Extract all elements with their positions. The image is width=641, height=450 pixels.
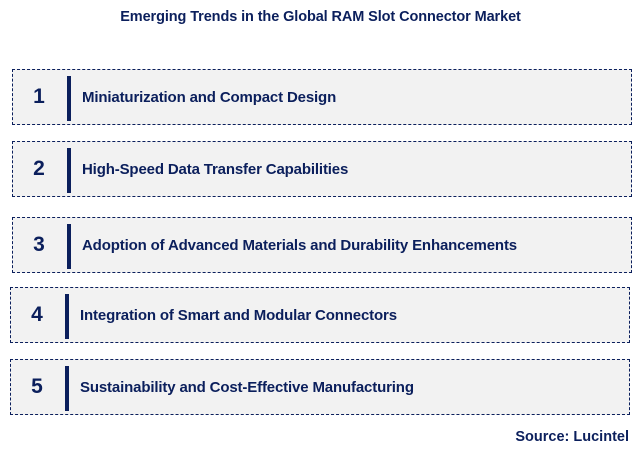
trend-divider-bar <box>65 366 69 411</box>
trend-number: 4 <box>31 303 43 326</box>
trend-divider-bar <box>65 294 69 339</box>
trend-label: Adoption of Advanced Materials and Durab… <box>82 236 517 254</box>
trend-label: Sustainability and Cost-Effective Manufa… <box>80 378 414 396</box>
diagram-title: Emerging Trends in the Global RAM Slot C… <box>120 9 521 25</box>
trend-item-2: 2 High-Speed Data Transfer Capabilities <box>12 141 632 197</box>
trend-number: 2 <box>33 157 45 180</box>
trend-item-5: 5 Sustainability and Cost-Effective Manu… <box>10 359 630 415</box>
trend-divider-bar <box>67 148 71 193</box>
trend-item-4: 4 Integration of Smart and Modular Conne… <box>10 287 630 343</box>
trend-label: Miniaturization and Compact Design <box>82 88 337 106</box>
source-attribution: Source: Lucintel <box>515 429 629 445</box>
trend-divider-bar <box>67 224 71 269</box>
trend-label: High-Speed Data Transfer Capabilities <box>82 160 349 178</box>
trend-divider-bar <box>67 76 71 121</box>
trend-number: 1 <box>33 85 45 108</box>
trend-label: Integration of Smart and Modular Connect… <box>80 306 397 324</box>
trend-number: 3 <box>33 233 45 256</box>
trend-item-1: 1 Miniaturization and Compact Design <box>12 69 632 125</box>
trend-item-3: 3 Adoption of Advanced Materials and Dur… <box>12 217 632 273</box>
trend-number: 5 <box>31 375 43 398</box>
